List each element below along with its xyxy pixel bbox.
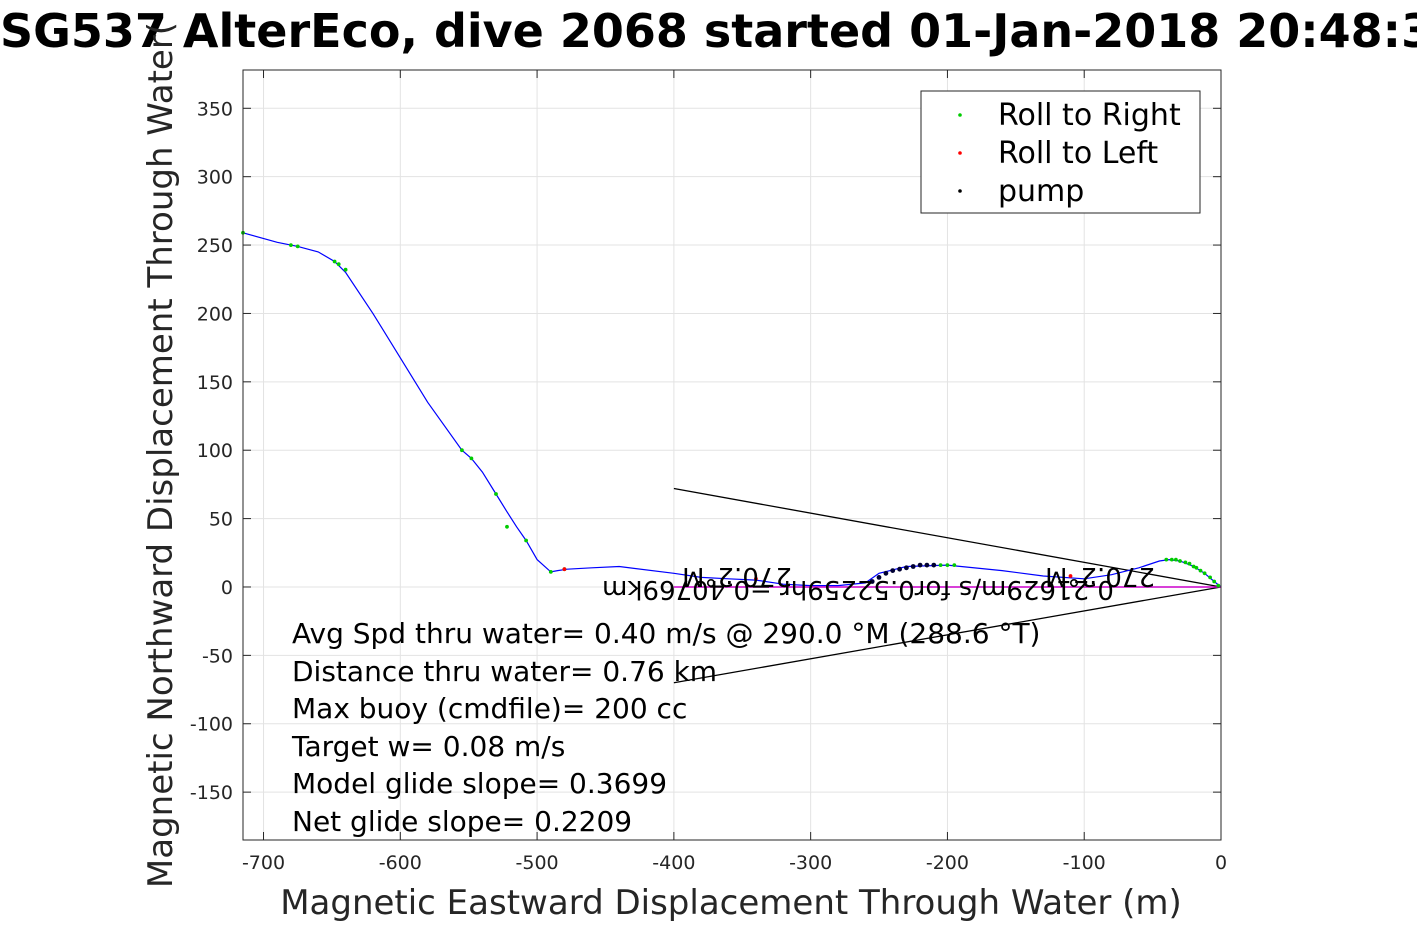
roll-left-point — [1068, 574, 1073, 578]
roll-right-point — [505, 524, 509, 529]
roll-right-point — [1191, 564, 1196, 569]
y-tick-label: 50 — [209, 509, 233, 531]
roll-right-point — [289, 243, 293, 248]
roll-right-point — [1202, 571, 1207, 576]
axis-ticks: -700 -600 -500 -400 -300 -200 -100 035030025020… — [190, 70, 1227, 874]
stat-max-buoy: Max buoy (cmdfile)= 200 cc — [292, 692, 687, 725]
chart-title: SG537 AlterEco, dive 2068 started 01-Jan… — [0, 4, 1417, 58]
plot-border — [242, 69, 1222, 841]
roll-right-point — [1178, 559, 1182, 563]
roll-right-point — [336, 262, 341, 267]
roll-right-point — [1183, 560, 1188, 565]
roll-right-point — [945, 563, 950, 567]
roll-right-point — [460, 448, 464, 453]
x-tick-label: -200 — [926, 852, 969, 874]
heading-arrow-line — [673, 586, 1222, 684]
pump-point — [883, 570, 889, 576]
y-tick-label: 0 — [221, 577, 233, 599]
legend-marker-roll-left — [958, 151, 962, 155]
y-tick-label: -150 — [190, 782, 233, 804]
pump-point — [917, 562, 923, 568]
roll-right-point — [1174, 557, 1178, 562]
y-tick-label: 100 — [197, 440, 233, 462]
heading-annotation-right: 270.2°M — [1045, 561, 1155, 591]
pump-point — [890, 568, 896, 573]
roll-right-point — [295, 244, 300, 249]
roll-right-point — [1164, 557, 1169, 562]
x-tick-label: -700 — [242, 852, 285, 874]
stat-net-glide: Net glide slope= 0.2209 — [292, 805, 632, 838]
legend-marker-roll-right — [958, 113, 962, 117]
roll-right-point — [524, 538, 528, 543]
pump-point — [897, 566, 902, 572]
roll-right-point — [494, 492, 498, 496]
roll-right-point — [1208, 575, 1212, 580]
distance-annotation: 0.21629m/s for0.52259hr =0.40769km — [602, 574, 1114, 604]
pump-point — [924, 562, 930, 568]
heading-annotation-left: 270.2°M — [682, 561, 792, 591]
y-tick-label: -100 — [190, 714, 233, 736]
track-line — [242, 232, 1222, 588]
y-tick-label: 300 — [197, 167, 233, 189]
roll-right-point — [1198, 568, 1203, 573]
stat-avg-speed: Avg Spd thru water= 0.40 m/s @ 290.0 °M … — [292, 617, 1040, 650]
x-axis-label: Magnetic Eastward Displacement Through W… — [280, 883, 1182, 923]
roll-right-point — [469, 456, 474, 461]
legend-label-roll-left: Roll to Left — [998, 136, 1158, 171]
roll-right-point — [332, 259, 337, 264]
legend-label-roll-right: Roll to Right — [998, 98, 1181, 133]
stats-block: Avg Spd thru water= 0.40 m/s @ 290.0 °M … — [291, 617, 1040, 838]
y-tick-label: 350 — [197, 98, 233, 120]
roll-right-point — [938, 563, 943, 567]
roll-right-point — [1212, 579, 1217, 584]
pump-point — [876, 575, 882, 580]
y-tick-label: 250 — [197, 235, 233, 257]
roll-right-point — [952, 563, 957, 567]
roll-right-point — [1216, 583, 1221, 588]
data-marks — [241, 230, 1222, 684]
pump-point — [869, 579, 875, 584]
roll-right-point — [1187, 561, 1192, 566]
legend: Roll to Right Roll to Left pump — [920, 90, 1201, 214]
roll-right-point — [1169, 557, 1174, 562]
x-tick-label: -400 — [652, 852, 695, 874]
roll-left-point — [562, 567, 567, 572]
y-tick-label: -50 — [202, 645, 233, 667]
legend-marker-pump — [958, 189, 962, 193]
x-tick-label: -600 — [379, 852, 422, 874]
pump-point — [910, 564, 916, 569]
pump-point — [904, 565, 909, 571]
x-tick-label: -500 — [516, 852, 559, 874]
roll-right-point — [548, 570, 553, 574]
x-tick-label: -300 — [789, 852, 832, 874]
legend-box — [920, 90, 1201, 214]
x-tick-label: 0 — [1215, 852, 1227, 874]
y-axis-label: Magnetic Northward Displacement Through … — [141, 22, 181, 888]
pump-point — [931, 562, 937, 568]
stat-target-w: Target w= 0.08 m/s — [291, 730, 565, 763]
y-tick-label: 150 — [197, 372, 233, 394]
legend-label-pump: pump — [998, 174, 1084, 209]
x-tick-label: -100 — [1063, 852, 1106, 874]
y-tick-label: 200 — [197, 303, 233, 325]
stat-model-glide: Model glide slope= 0.3699 — [292, 767, 667, 800]
roll-right-point — [343, 267, 348, 272]
stat-distance: Distance thru water= 0.76 km — [292, 655, 717, 688]
roll-left-point — [754, 576, 758, 581]
